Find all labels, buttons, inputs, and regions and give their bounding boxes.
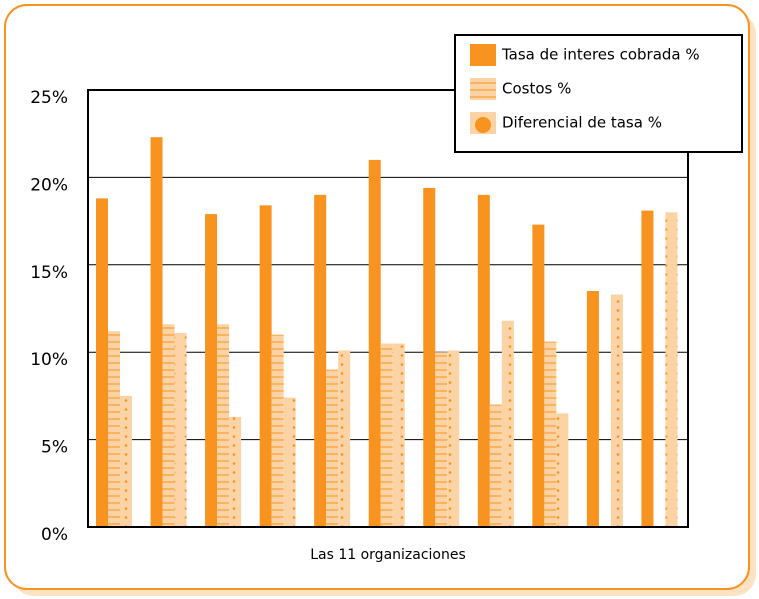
bar bbox=[314, 194, 327, 527]
legend-swatch-dot bbox=[475, 117, 491, 133]
bar bbox=[162, 324, 175, 527]
bar bbox=[447, 350, 460, 527]
bar bbox=[556, 413, 569, 527]
plot-border bbox=[87, 89, 689, 528]
bar bbox=[259, 205, 272, 528]
bar bbox=[610, 294, 623, 527]
bar bbox=[368, 159, 381, 528]
x-axis-label: Las 11 organizaciones bbox=[310, 547, 466, 563]
bar bbox=[380, 343, 393, 527]
bar bbox=[108, 331, 120, 527]
legend-label: Tasa de interes cobrada % bbox=[501, 46, 700, 64]
bar bbox=[229, 416, 242, 527]
y-tick-label: 0% bbox=[41, 525, 68, 545]
bar bbox=[501, 320, 514, 527]
bar bbox=[96, 198, 108, 527]
y-tick-label: 15% bbox=[30, 263, 68, 283]
bar bbox=[532, 224, 545, 527]
bar bbox=[120, 395, 132, 527]
bar bbox=[338, 350, 351, 527]
bar bbox=[205, 214, 218, 527]
bar bbox=[174, 332, 187, 527]
bar bbox=[477, 194, 490, 527]
legend-label: Costos % bbox=[502, 80, 571, 98]
bar bbox=[586, 291, 599, 527]
bar bbox=[544, 341, 557, 527]
bar bbox=[392, 343, 405, 527]
y-tick-label: 5% bbox=[41, 438, 68, 458]
bar bbox=[150, 137, 163, 528]
legend-swatch bbox=[470, 78, 496, 100]
bar bbox=[435, 352, 448, 527]
bar bbox=[326, 369, 339, 527]
bar bbox=[665, 212, 678, 528]
bar bbox=[271, 334, 284, 527]
legend-swatch bbox=[470, 44, 496, 66]
y-tick-label: 20% bbox=[30, 175, 68, 195]
bar bbox=[283, 397, 296, 527]
y-tick-label: 10% bbox=[30, 350, 68, 370]
bar bbox=[641, 210, 654, 527]
legend bbox=[454, 34, 743, 153]
y-tick-label: 25% bbox=[30, 88, 68, 108]
bar bbox=[423, 187, 436, 527]
bar bbox=[489, 404, 502, 527]
bar bbox=[217, 324, 230, 527]
legend-label: Diferencial de tasa % bbox=[502, 114, 662, 132]
